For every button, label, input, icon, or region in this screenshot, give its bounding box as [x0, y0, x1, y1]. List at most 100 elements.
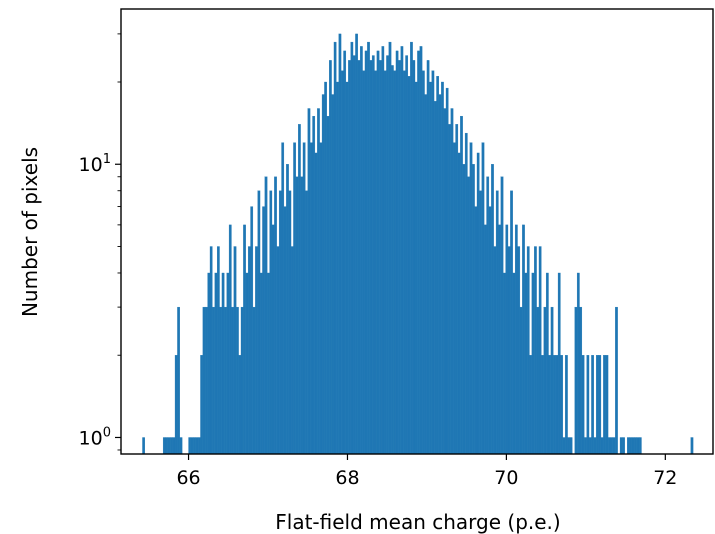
histogram-bar — [503, 272, 506, 455]
histogram-bar — [352, 55, 356, 455]
histogram-bar — [500, 176, 504, 455]
histogram-bar — [221, 272, 225, 455]
histogram-bar — [596, 355, 599, 455]
x-axis-title: Flat-field mean charge (p.e.) — [275, 510, 560, 534]
histogram-bar — [252, 306, 256, 455]
histogram-bar — [324, 81, 327, 455]
x-tick-label: 72 — [653, 467, 677, 489]
histogram-bar — [586, 355, 590, 455]
histogram-bar — [190, 437, 194, 455]
histogram-bar — [259, 272, 263, 455]
histogram-bar — [188, 437, 192, 455]
plot-frame — [120, 8, 714, 455]
histogram-bar — [479, 190, 482, 455]
histogram-bar — [200, 355, 203, 455]
histogram-bar — [388, 41, 392, 455]
histogram-bar — [307, 108, 311, 455]
histogram-bar — [584, 437, 587, 455]
histogram-bar — [276, 246, 280, 455]
histogram-bar — [638, 437, 642, 455]
histogram-bar — [355, 33, 358, 455]
histogram-bar — [267, 272, 270, 455]
histogram-bar — [174, 355, 178, 455]
histogram-bar — [262, 206, 265, 455]
histogram-bar — [526, 246, 530, 455]
histogram-bar — [338, 33, 342, 455]
histogram-bar — [627, 437, 630, 455]
x-tick-label: 68 — [335, 467, 359, 489]
histogram-bar — [376, 50, 380, 455]
histogram-bar — [319, 142, 323, 455]
histogram-bar — [250, 206, 254, 455]
histogram-bar — [433, 101, 437, 455]
histogram-bar — [391, 65, 394, 455]
histogram-bar — [622, 437, 625, 455]
histogram-bar — [331, 94, 335, 455]
histogram-bar — [302, 142, 306, 455]
histogram-bar — [205, 306, 208, 455]
histogram-bar — [495, 190, 499, 455]
histogram-bar — [476, 152, 480, 455]
histogram-bar — [545, 272, 549, 455]
histogram-bar — [393, 70, 397, 455]
histogram-bar — [690, 437, 694, 455]
histogram-bar — [269, 190, 273, 455]
histogram-bar — [536, 306, 540, 455]
histogram-bar — [574, 306, 578, 455]
histogram-bar — [598, 355, 602, 455]
histogram-bar — [350, 41, 354, 455]
histogram-bar — [245, 272, 249, 455]
histogram-bar — [170, 437, 173, 455]
histogram-bar — [224, 306, 227, 455]
histogram-bar — [565, 355, 568, 455]
histogram-bar — [519, 306, 523, 455]
y-tick-label: 101 — [79, 152, 111, 176]
histogram-bar — [579, 306, 583, 455]
histogram-bar — [317, 108, 320, 455]
histogram-bar — [443, 108, 447, 455]
histogram-bar — [402, 70, 406, 455]
histogram-bar — [474, 206, 478, 455]
histogram-bar — [429, 81, 432, 455]
histogram-bar — [455, 124, 459, 455]
histogram-bar — [286, 164, 289, 455]
histogram-bar — [326, 115, 330, 455]
histogram-bar — [374, 70, 378, 455]
histogram-bar — [264, 176, 268, 455]
histogram-bar — [529, 355, 532, 455]
histogram-bar — [360, 46, 363, 455]
histogram-bar — [631, 437, 635, 455]
histogram-bars — [142, 33, 694, 455]
histogram-bar — [629, 437, 633, 455]
histogram-bar — [431, 70, 435, 455]
histogram-bar — [243, 224, 246, 455]
histogram-bar — [290, 246, 294, 455]
histogram-bar — [238, 355, 242, 455]
histogram-bar — [142, 437, 145, 455]
histogram-bar — [498, 224, 501, 455]
histogram-bar — [395, 50, 399, 455]
histogram-bar — [381, 46, 385, 455]
axes: 66 68 70 72 100 101 — [79, 8, 714, 489]
histogram-bar — [619, 437, 623, 455]
histogram-bar — [460, 115, 463, 455]
x-tick-label: 66 — [176, 467, 200, 489]
histogram-bar — [386, 55, 389, 455]
histogram-bar — [197, 437, 201, 455]
y-axis-title: Number of pixels — [18, 147, 42, 317]
histogram-bar — [340, 70, 344, 455]
histogram-bar — [362, 70, 366, 455]
histogram-bar — [405, 55, 409, 455]
histogram-bar — [436, 76, 440, 455]
histogram-bar — [636, 437, 640, 455]
histogram-bar — [560, 355, 563, 455]
histogram-bar — [179, 437, 183, 455]
histogram-bar — [278, 190, 282, 455]
histogram-bar — [448, 124, 451, 455]
histogram-bar — [233, 246, 237, 455]
histogram-bar — [228, 224, 232, 455]
histogram-bar — [472, 164, 475, 455]
histogram-bar — [531, 272, 535, 455]
histogram-bar — [407, 76, 411, 455]
